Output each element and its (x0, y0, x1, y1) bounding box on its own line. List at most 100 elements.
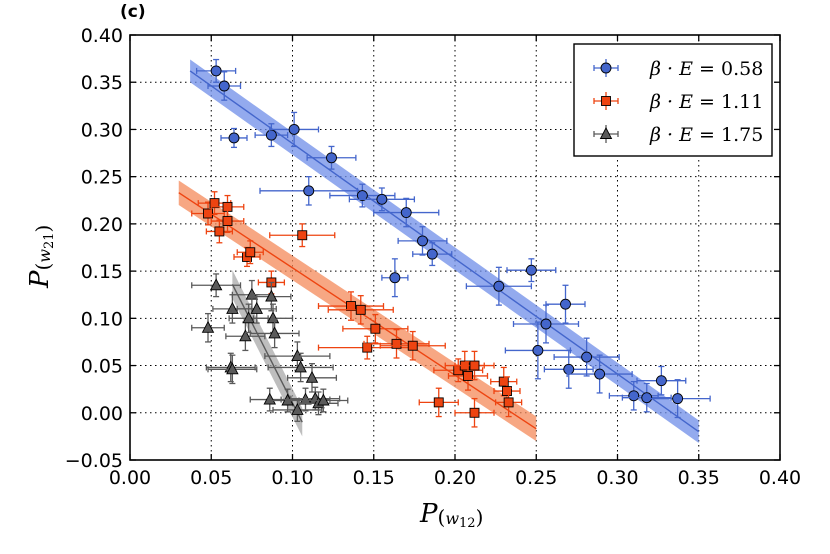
data-point (298, 388, 349, 413)
marker-circle (594, 368, 606, 380)
y-tick-label: 0.35 (81, 72, 123, 94)
y-tick-label: 0.40 (81, 25, 123, 47)
data-point (220, 127, 248, 149)
data-point (381, 258, 409, 298)
marker-square (209, 198, 220, 209)
panel-label: (c) (120, 2, 146, 22)
data-point (348, 187, 416, 212)
svg-text:P(w12): P(w12) (419, 499, 483, 531)
data-point (269, 223, 336, 248)
x-tick-label: 0.10 (271, 467, 313, 489)
legend-label: β · E = 1.11 (649, 91, 763, 113)
data-point (251, 281, 292, 312)
marker-triangle (239, 329, 252, 342)
svg-text:P(w21): P(w21) (25, 225, 57, 289)
marker-triangle (305, 370, 319, 383)
marker-square (433, 397, 444, 408)
data-point (342, 313, 409, 344)
marker-square (355, 304, 366, 315)
marker-triangle (294, 360, 307, 373)
y-tick-label: −0.05 (65, 450, 123, 472)
data-point (210, 209, 245, 234)
data-point (506, 258, 557, 283)
data-point (512, 304, 580, 344)
marker-circle (389, 272, 401, 284)
data-point (553, 337, 620, 377)
marker-circle (326, 152, 337, 164)
x-tick-label: 0.30 (596, 467, 638, 489)
y-tick-label: 0.30 (81, 119, 123, 141)
marker-square (463, 370, 473, 381)
data-point (465, 266, 533, 306)
marker-square (503, 397, 514, 408)
y-tick-label: 0.05 (81, 356, 123, 378)
marker-triangle (242, 311, 255, 324)
data-point (363, 329, 430, 359)
marker-circle (303, 185, 315, 197)
marker-circle (525, 264, 537, 276)
data-point (504, 321, 572, 380)
x-tick-label: 0.15 (353, 467, 395, 489)
x-tick-label: 0.20 (434, 467, 476, 489)
marker-triangle (250, 301, 263, 314)
y-tick-label: 0.10 (81, 308, 123, 330)
legend-item-1: β · E = 0.58 (593, 58, 763, 80)
x-tick-label: 0.25 (515, 467, 557, 489)
legend: β · E = 0.58 β · E = 1.11 β · E = 1.75 (573, 43, 773, 157)
x-tick-label: 0.05 (190, 467, 232, 489)
marker-square (407, 340, 418, 351)
data-point (207, 354, 258, 385)
marker-triangle (317, 393, 330, 406)
marker-square (391, 338, 402, 349)
marker-triangle (226, 301, 239, 314)
legend-marker-circle (600, 62, 612, 74)
marker-square (362, 342, 373, 353)
data-point (543, 349, 594, 389)
data-point (418, 387, 459, 418)
data-point (195, 58, 237, 83)
marker-circle (288, 123, 300, 135)
marker-circle (563, 363, 575, 375)
marker-circle (228, 132, 240, 144)
marker-square (203, 208, 213, 219)
marker-circle (641, 392, 653, 404)
y-tick-label: 0.15 (81, 261, 123, 283)
data-point (373, 197, 440, 228)
legend-label: β · E = 0.58 (649, 58, 763, 80)
data-point (254, 123, 289, 148)
marker-square (502, 386, 512, 397)
marker-circle (628, 390, 640, 402)
x-axis-label: P(w12) (419, 499, 483, 531)
marker-square (214, 226, 225, 237)
y-axis-label: P(w21) (25, 225, 57, 289)
data-point (433, 358, 484, 383)
marker-circle (210, 65, 222, 77)
legend-marker-square (601, 96, 611, 106)
data-point (644, 379, 711, 419)
marker-circle (581, 351, 593, 363)
marker-circle (532, 344, 544, 356)
data-point (225, 321, 266, 352)
marker-square (346, 301, 356, 312)
marker-circle (540, 318, 552, 330)
data-point (236, 240, 264, 265)
data-points (191, 58, 711, 428)
marker-square (469, 360, 480, 371)
legend-marker-triangle (599, 127, 613, 139)
marker-triangle (291, 402, 304, 415)
data-point (545, 284, 586, 324)
marker-triangle (209, 278, 223, 291)
marker-square (297, 230, 308, 241)
data-point (191, 273, 242, 298)
data-point (191, 201, 225, 226)
marker-circle (218, 80, 230, 92)
marker-triangle (266, 311, 280, 324)
x-tick-label: 0.40 (759, 467, 801, 489)
data-point (454, 350, 495, 381)
data-point (259, 176, 359, 206)
axis-ticks: 0.00 0.05 0.10 0.15 0.20 0.25 0.30 0.35 0.40 −0.0… (65, 25, 801, 489)
marker-circle (560, 298, 571, 310)
data-point (306, 145, 357, 170)
data-point (493, 376, 521, 406)
marker-square (469, 407, 480, 418)
